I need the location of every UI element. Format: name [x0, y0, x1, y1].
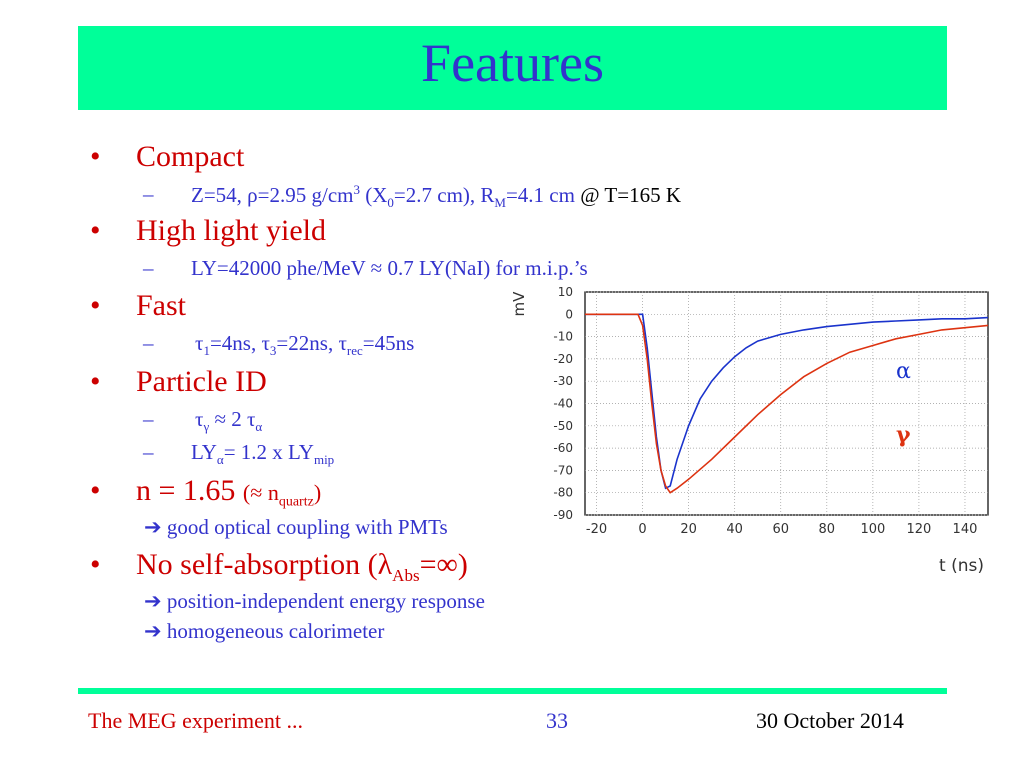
sub-dash: – — [143, 331, 154, 355]
sub-dash: – — [143, 182, 154, 206]
y-tick-label: -50 — [553, 419, 573, 433]
sub-text: τγ ≈ 2 τα — [195, 407, 263, 435]
arrow-right-icon: ➔ — [144, 515, 162, 539]
series-label-gamma: γ — [896, 422, 911, 448]
y-tick-label: -80 — [553, 486, 573, 500]
bullet-dot: • — [90, 474, 101, 507]
y-tick-label: -20 — [553, 352, 573, 366]
footer-date: 30 October 2014 — [756, 708, 904, 733]
x-axis-label: t (ns) — [939, 556, 984, 576]
x-tick-label: 120 — [907, 522, 932, 537]
arrow-text: homogeneous calorimeter — [166, 619, 385, 643]
x-tick-label: 80 — [819, 522, 836, 537]
sub-text: Z=54, ρ=2.95 g/cm3 (X0=2.7 cm), RM=4.1 c… — [191, 182, 682, 211]
series-line-gamma — [585, 313, 989, 494]
x-tick-label: -20 — [586, 522, 607, 537]
arrow-text: position-independent energy response — [166, 589, 485, 613]
y-tick-label: 10 — [558, 285, 573, 299]
y-tick-label: -10 — [553, 330, 573, 344]
x-tick-label: 100 — [860, 522, 885, 537]
bullet-dot: • — [90, 140, 101, 173]
sub-text: LY=42000 phe/MeV ≈ 0.7 LY(NaI) for m.i.p… — [191, 256, 588, 280]
series-label-alpha: α — [896, 359, 911, 384]
bullet-text: Particle ID — [136, 365, 267, 398]
y-tick-label: -30 — [553, 374, 573, 388]
bullet-text: Fast — [136, 289, 187, 322]
title-bar: Features — [78, 26, 947, 110]
x-tick-label: 60 — [772, 522, 789, 537]
page-number: 33 — [546, 708, 568, 733]
series-line-alpha — [585, 313, 989, 490]
bullet-text: High light yield — [136, 214, 326, 247]
bullet-dot: • — [90, 289, 101, 322]
x-tick-label: 0 — [638, 522, 646, 537]
bullet-text: No self-absorption (λAbs=∞) — [136, 548, 468, 585]
bullet-dot: • — [90, 365, 101, 398]
arrow-right-icon: ➔ — [144, 619, 162, 643]
bullet-dot: • — [90, 214, 101, 247]
sub-dash: – — [143, 256, 154, 280]
bullet-text: Compact — [136, 140, 245, 173]
y-tick-label: -90 — [553, 508, 573, 522]
arrow-right-icon: ➔ — [144, 589, 162, 613]
arrow-coupling: ➔ good optical coupling with PMTs — [144, 515, 448, 540]
slide-title: Features — [421, 33, 604, 93]
x-tick-label: 20 — [680, 522, 697, 537]
bullet-text: n = 1.65 (≈ nquartz) — [136, 474, 322, 510]
arrow-calorimeter: ➔ homogeneous calorimeter — [144, 619, 384, 644]
sub-text: τ1=4ns, τ3=22ns, τrec=45ns — [195, 331, 415, 359]
x-tick-label: 40 — [726, 522, 743, 537]
y-tick-label: -60 — [553, 441, 573, 455]
sub-dash: – — [143, 407, 154, 431]
arrow-text: good optical coupling with PMTs — [166, 515, 448, 539]
footer-title: The MEG experiment ... — [88, 708, 304, 733]
x-tick-label: 140 — [953, 522, 978, 537]
y-tick-label: -70 — [553, 463, 573, 477]
y-tick-label: -40 — [553, 397, 573, 411]
waveform-chart: -20 0 20 40 60 80 100 120 140100-10-20-30-40-50-… — [510, 285, 989, 576]
y-tick-label: 0 — [565, 307, 573, 321]
y-axis-label: mV — [510, 291, 528, 317]
footer-bar — [78, 688, 947, 694]
arrow-position: ➔ position-independent energy response — [144, 589, 485, 614]
sub-dash: – — [143, 440, 154, 464]
sub-text: LYα= 1.2 x LYmip — [191, 440, 335, 468]
bullet-dot: • — [90, 548, 101, 581]
